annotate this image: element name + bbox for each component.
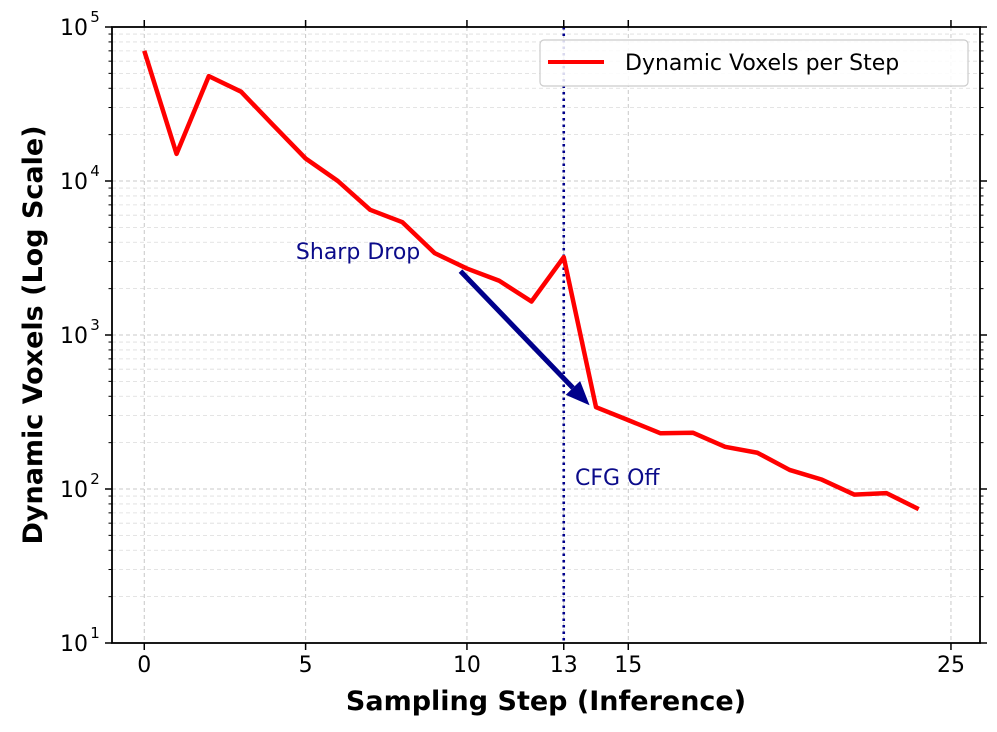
y-tick-label-exponent: 5 <box>90 8 100 26</box>
y-tick-label: 10 <box>60 16 88 41</box>
y-tick-label: 10 <box>60 478 88 503</box>
sharp-drop-arrowhead <box>565 380 590 406</box>
y-tick-label: 10 <box>60 324 88 349</box>
ticks: 10 110 210 310 410 50 5 10 13 15 25 <box>60 8 987 678</box>
x-tick-label: 5 <box>299 653 313 678</box>
x-tick-label: 25 <box>937 653 965 678</box>
y-tick-label-exponent: 4 <box>90 162 100 180</box>
legend-box <box>539 39 969 87</box>
legend: Dynamic Voxels per Step <box>539 39 969 87</box>
cfg-off-label: CFG Off <box>575 466 660 491</box>
y-tick-label: 10 <box>60 170 88 195</box>
series-layer <box>142 50 920 512</box>
annotations: CFG Off Sharp Drop <box>296 27 660 643</box>
y-tick-label-exponent: 1 <box>90 624 100 642</box>
sharp-drop-label: Sharp Drop <box>296 240 420 265</box>
x-tick-label: 13 <box>550 653 578 678</box>
x-axis-title: Sampling Step (Inference) <box>346 686 746 717</box>
y-tick-label-exponent: 2 <box>90 470 100 488</box>
x-tick-label: 10 <box>453 653 481 678</box>
y-tick-label-exponent: 3 <box>90 316 100 334</box>
legend-label: Dynamic Voxels per Step <box>625 51 899 76</box>
x-tick-label: 15 <box>614 653 642 678</box>
y-tick-label: 10 <box>60 632 88 657</box>
sharp-drop-arrow <box>458 269 575 390</box>
x-tick-label: 0 <box>137 653 151 678</box>
y-axis-title: Dynamic Voxels (Log Scale) <box>18 125 49 544</box>
series-line-0 <box>142 50 920 512</box>
